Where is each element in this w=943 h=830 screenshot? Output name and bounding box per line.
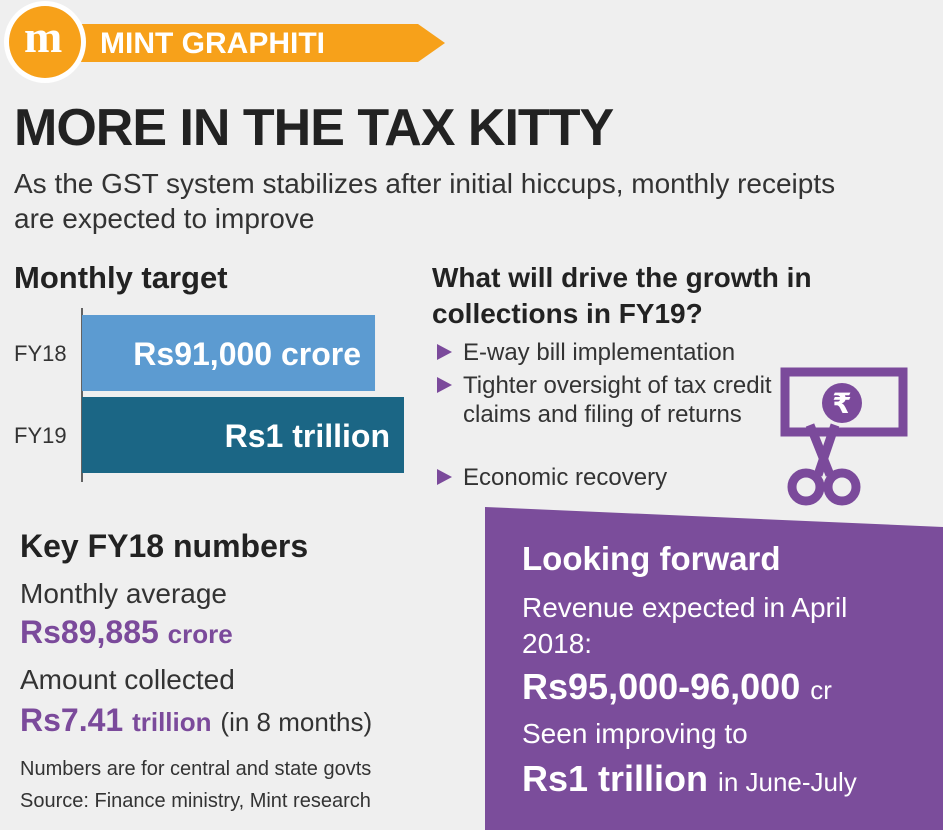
logo [9, 6, 81, 78]
value: Rs1 trillion [522, 758, 709, 799]
value: Rs89,885 [20, 614, 159, 650]
footnote: Numbers are for central and state govts [20, 758, 372, 780]
bullet [437, 469, 452, 485]
forward-value: Rs95,000-96,000 cr [522, 666, 832, 708]
source: Source: Finance ministry, Mint research [20, 790, 371, 812]
drivers-title: What will drive the growth in collection… [432, 262, 812, 329]
rupee-sign: ₹ [832, 387, 851, 420]
value: Rs7.41 [20, 702, 124, 738]
bar [82, 315, 376, 391]
chart: FY18 Rs91,000 crore FY19 Rs1 trillion [14, 308, 404, 482]
header-banner [80, 24, 445, 62]
key-label: Monthly average [20, 578, 228, 609]
driver-item: Tighter oversight of tax credit claims a… [463, 372, 772, 428]
bullet [437, 344, 452, 360]
bar [82, 397, 404, 473]
forward-text: Revenue expected in April 2018: [522, 592, 848, 659]
unit: cr [810, 675, 832, 705]
key-value: Rs89,885 crore [20, 614, 233, 651]
forward-value: Rs1 trillion in June-July [522, 758, 857, 800]
value-label: Rs91,000 crore [133, 336, 361, 372]
unit: trillion [132, 707, 212, 737]
forward-panel [485, 507, 943, 830]
key-value: Rs7.41 trillion (in 8 months) [20, 702, 372, 739]
key-title: Key FY18 numbers [20, 528, 309, 564]
unit: crore [167, 619, 233, 649]
driver-item: E-way bill implementation [463, 339, 736, 366]
category-label: FY19 [14, 423, 67, 448]
forward-title: Looking forward [522, 540, 781, 577]
subtitle: As the GST system stabilizes after initi… [14, 168, 836, 234]
category-label: FY18 [14, 341, 67, 366]
driver-item: Economic recovery [463, 464, 668, 491]
unit: in June-July [718, 767, 857, 797]
value-label: Rs1 trillion [225, 418, 390, 454]
chart-title: Monthly target [14, 260, 228, 295]
note: (in 8 months) [220, 707, 373, 737]
brand: MINT GRAPHITI [100, 27, 325, 60]
value: Rs95,000-96,000 [522, 666, 801, 707]
forward-text: Seen improving to [522, 718, 748, 749]
title: MORE IN THE TAX KITTY [14, 99, 614, 157]
key-label: Amount collected [20, 664, 235, 695]
logo-text: m [24, 11, 63, 62]
bullet [437, 377, 452, 393]
money-icon [780, 367, 908, 506]
